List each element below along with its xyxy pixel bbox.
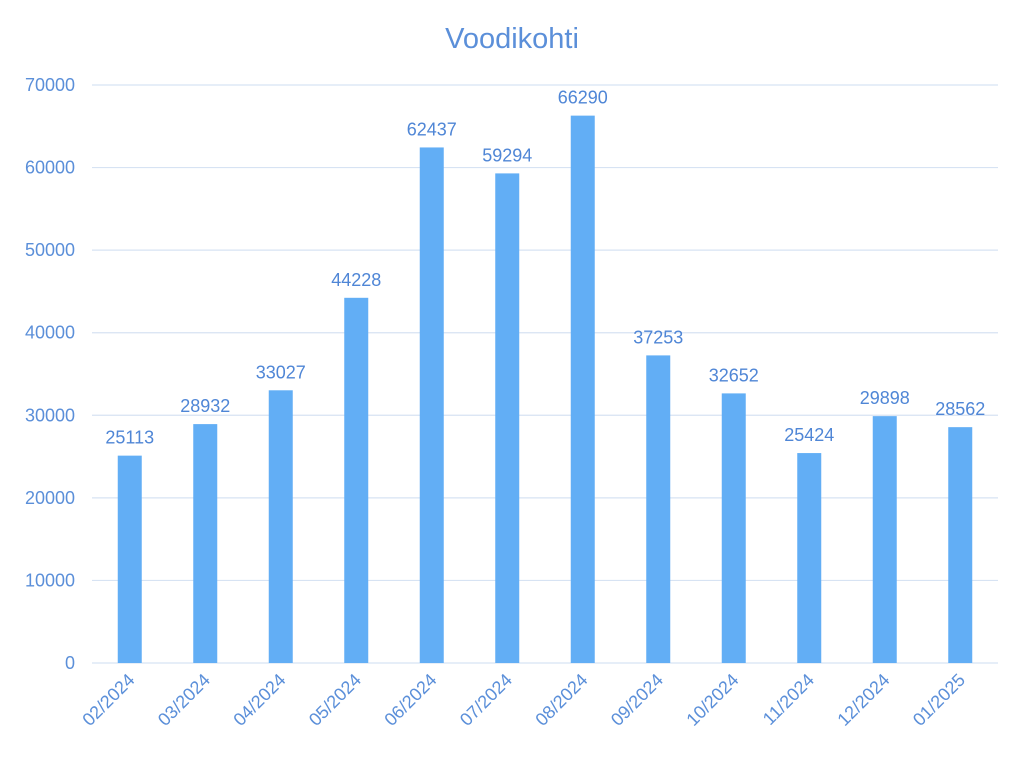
y-tick-label: 0: [65, 653, 75, 673]
x-tick-label: 12/2024: [833, 670, 893, 730]
x-tick-label: 02/2024: [78, 670, 138, 730]
x-tick-label: 01/2025: [909, 670, 969, 730]
bar: [193, 424, 218, 663]
bar: [721, 393, 746, 663]
bar: [872, 416, 897, 663]
y-tick-label: 20000: [25, 488, 75, 508]
data-label: 62437: [407, 119, 457, 139]
bar: [495, 173, 520, 663]
data-label: 59294: [482, 145, 532, 165]
y-tick-label: 10000: [25, 570, 75, 590]
data-label: 25424: [784, 425, 834, 445]
bar: [570, 115, 595, 663]
bar: [268, 390, 293, 663]
x-tick-label: 06/2024: [380, 670, 440, 730]
data-label: 28932: [180, 396, 230, 416]
x-tick-label: 07/2024: [456, 670, 516, 730]
y-tick-label: 50000: [25, 240, 75, 260]
x-tick-label: 04/2024: [229, 670, 289, 730]
bar: [117, 455, 142, 663]
bar: [948, 427, 973, 663]
data-label: 33027: [256, 362, 306, 382]
bar: [344, 297, 369, 663]
data-label: 66290: [558, 88, 608, 108]
x-tick-label: 03/2024: [154, 670, 214, 730]
y-tick-label: 60000: [25, 158, 75, 178]
data-label: 32652: [709, 365, 759, 385]
bar: [797, 453, 822, 663]
data-label: 28562: [935, 399, 985, 419]
data-label: 25113: [105, 428, 154, 448]
x-tick-label: 11/2024: [759, 670, 818, 729]
y-tick-label: 40000: [25, 323, 75, 343]
data-label: 37253: [633, 327, 683, 347]
chart-title: Voodikohti: [445, 23, 579, 55]
y-tick-label: 30000: [25, 405, 75, 425]
data-label: 44228: [331, 270, 381, 290]
x-tick-label: 05/2024: [305, 670, 365, 730]
bar: [646, 355, 671, 663]
x-tick-label: 09/2024: [607, 670, 667, 730]
data-label: 29898: [860, 388, 910, 408]
y-tick-label: 70000: [25, 75, 75, 95]
bar: [419, 147, 444, 663]
x-tick-label: 08/2024: [531, 670, 591, 730]
x-tick-label: 10/2024: [682, 670, 742, 730]
